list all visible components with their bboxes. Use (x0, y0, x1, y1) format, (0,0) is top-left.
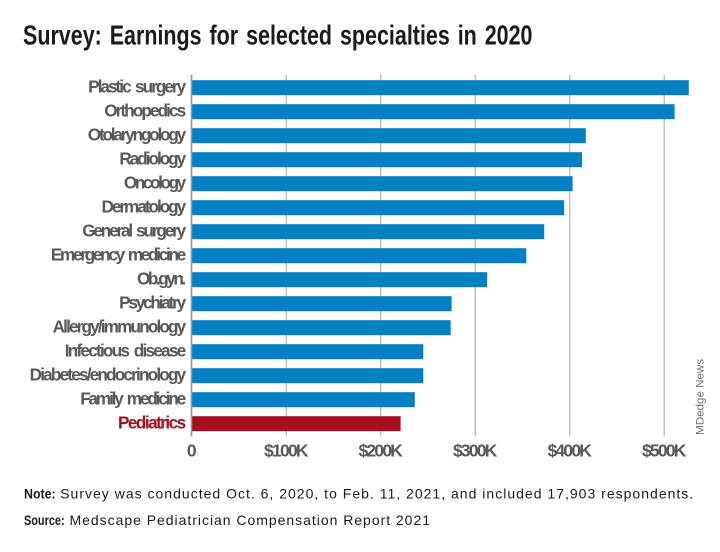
svg-text:Pediatrics: Pediatrics (118, 413, 186, 433)
svg-text:Family medicine: Family medicine (80, 389, 186, 409)
svg-text:Orthopedics: Orthopedics (104, 101, 186, 121)
svg-text:Source:Medscape Pediatrician C: Source: Medscape Pediatrician Compensatio… (24, 512, 430, 528)
svg-text:Radiology: Radiology (119, 149, 186, 169)
svg-text:Allergy/immunology: Allergy/immunology (53, 317, 187, 337)
svg-text:Psychiatry: Psychiatry (119, 293, 187, 313)
svg-text:General surgery: General surgery (82, 221, 186, 241)
svg-text:Infectious disease: Infectious disease (65, 341, 187, 361)
svg-text:Ob.gyn.: Ob.gyn. (137, 269, 186, 289)
svg-text:Diabetes/endocrinology: Diabetes/endocrinology (30, 365, 187, 385)
svg-text:$400K: $400K (547, 440, 592, 460)
svg-text:$200K: $200K (358, 440, 403, 460)
svg-text:$500K: $500K (642, 440, 687, 460)
svg-text:Note:Survey was conducted Oct.: Note: Survey was conducted Oct. 6, 2020, … (24, 486, 693, 502)
svg-text:Dermatology: Dermatology (102, 197, 187, 217)
svg-text:$300K: $300K (453, 440, 498, 460)
svg-text:Emergency medicine: Emergency medicine (51, 245, 186, 265)
svg-text:Plastic surgery: Plastic surgery (88, 77, 187, 97)
svg-text:MDedge News: MDedge News (695, 359, 707, 435)
svg-text:Otolaryngology: Otolaryngology (88, 125, 187, 145)
svg-text:Survey: Earnings for selected: Survey: Earnings for selected specialtie… (23, 20, 533, 51)
svg-text:0: 0 (187, 440, 197, 460)
svg-text:$100K: $100K (264, 440, 309, 460)
svg-text:Oncology: Oncology (124, 173, 187, 193)
